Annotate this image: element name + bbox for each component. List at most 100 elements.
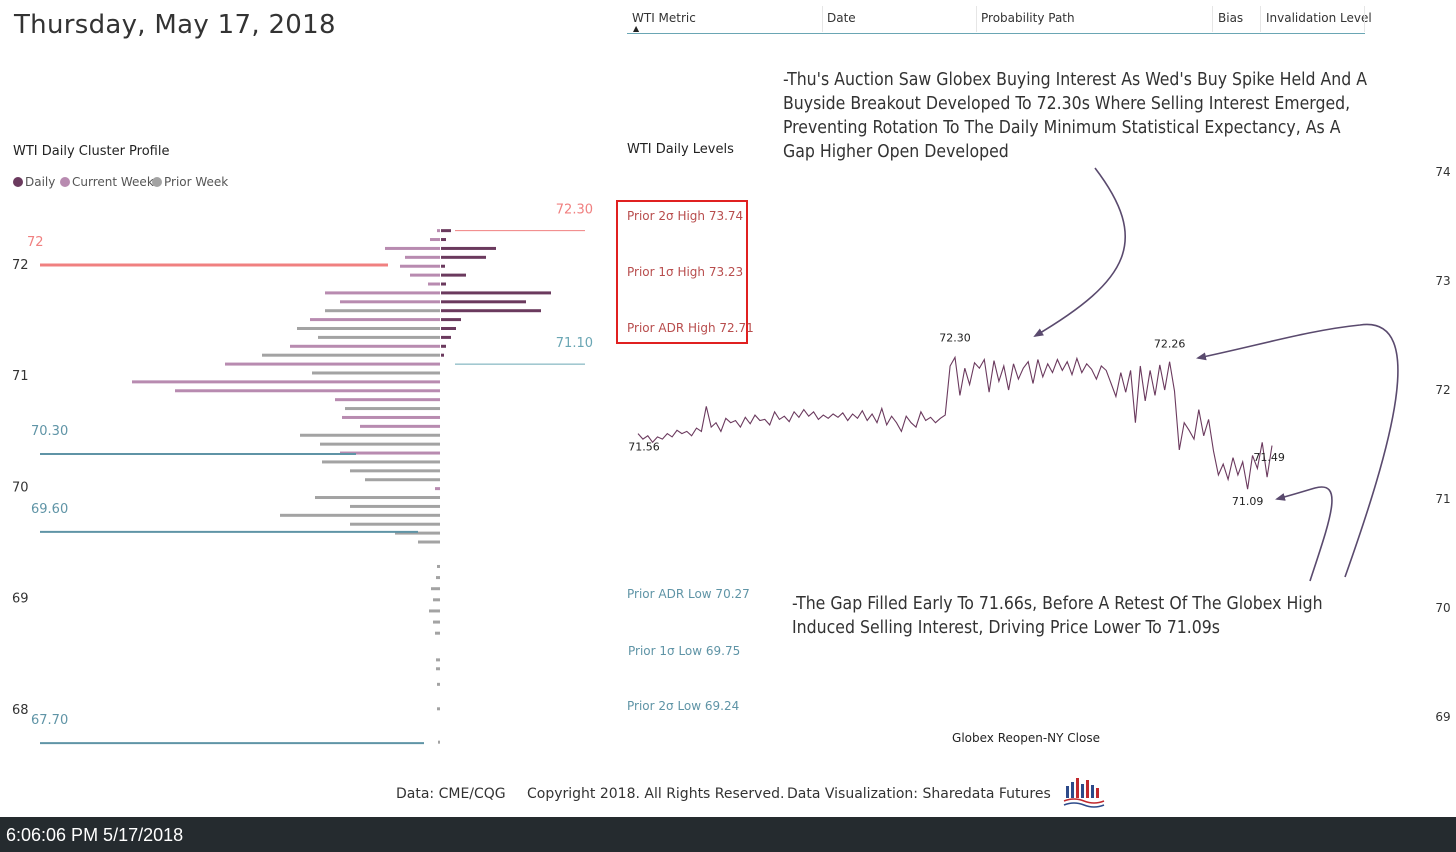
profile-bar-daily	[441, 238, 446, 242]
profile-bar-prior	[315, 496, 440, 500]
point-label: 71.09	[1232, 495, 1264, 508]
column-divider	[976, 6, 977, 32]
profile-bar-daily	[441, 273, 466, 277]
price-series-line	[637, 355, 1273, 490]
profile-bar-daily	[441, 344, 446, 348]
reference-line-label: 72	[27, 235, 44, 250]
profile-bar-daily	[441, 255, 486, 259]
profile-bar-prior	[437, 707, 440, 711]
profile-bar-prior	[350, 469, 440, 473]
column-divider	[822, 6, 823, 32]
legend-label: Daily	[25, 175, 56, 189]
profile-bar-current	[175, 389, 440, 393]
timestamp: 6:06:06 PM 5/17/2018	[6, 825, 184, 845]
line-axis-tick: 70	[1435, 601, 1450, 615]
column-header-probability-path[interactable]: Probability Path	[981, 11, 1075, 25]
point-label: 71.56	[628, 441, 660, 454]
annotation-bottom: -The Gap Filled Early To 71.66s, Before …	[792, 594, 1323, 638]
profile-bar-prior	[325, 309, 440, 313]
column-divider	[1364, 6, 1365, 32]
profile-bar-current	[437, 229, 440, 233]
profile-bar-current	[340, 451, 440, 455]
profile-axis-tick: 70	[12, 480, 29, 495]
sharedata-logo-icon	[1063, 778, 1105, 808]
reference-line-label: 72.30	[556, 203, 593, 218]
profile-bar-prior	[320, 442, 440, 446]
profile-bar-prior	[350, 522, 440, 526]
line-x-axis-label: Globex Reopen-NY Close	[952, 731, 1100, 745]
legend-label: Prior Week	[164, 175, 229, 189]
legend-item-daily: Daily	[13, 175, 55, 189]
profile-bar-prior	[418, 540, 440, 544]
status-bar	[0, 817, 1456, 852]
sort-ascending-icon[interactable]: ▲	[633, 24, 640, 33]
page-title: Thursday, May 17, 2018	[14, 10, 336, 40]
profile-bar-current	[428, 282, 440, 286]
profile-bar-daily	[441, 309, 541, 313]
column-header-date[interactable]: Date	[827, 11, 856, 25]
profile-bar-current	[435, 487, 440, 491]
legend-item-current-week: Current Week	[60, 175, 154, 189]
profile-bar-prior	[395, 531, 440, 535]
profile-bar-daily	[441, 229, 451, 233]
profile-bar-current	[342, 415, 440, 419]
profile-bar-current	[290, 344, 440, 348]
profile-bar-daily	[441, 282, 446, 286]
profile-bar-daily	[441, 335, 451, 339]
legend-dot-icon	[60, 177, 70, 187]
profile-bar-prior	[365, 478, 440, 482]
profile-bar-prior	[437, 682, 440, 686]
legend-label: Current Week	[72, 175, 154, 189]
profile-bar-prior	[435, 631, 440, 635]
line-axis-tick: 69	[1435, 710, 1450, 724]
profile-bar-prior	[312, 371, 440, 375]
profile-axis-tick: 72	[12, 258, 29, 273]
profile-bar-prior	[436, 667, 440, 671]
level-prior-adr-high: Prior ADR High 72.71	[627, 321, 754, 335]
reference-line-label: 69.60	[31, 502, 68, 517]
profile-bar-current	[335, 398, 440, 402]
profile-bar-prior	[436, 576, 440, 580]
profile-bar-daily	[441, 246, 496, 250]
reference-line-label: 71.10	[556, 336, 593, 351]
profile-bar-daily	[441, 264, 445, 268]
column-header-metric[interactable]: WTI Metric	[632, 11, 696, 25]
column-header-invalidation-level[interactable]: Invalidation Level	[1266, 11, 1372, 25]
cluster-profile-chart: 72 71 70 69 68 72.30 72 71.10 70.30 69.60 67.70	[12, 203, 593, 745]
profile-bar-prior	[429, 609, 440, 613]
line-axis-tick: 72	[1435, 383, 1450, 397]
line-axis-tick: 71	[1435, 492, 1450, 506]
point-label: 71.49	[1253, 451, 1285, 464]
level-prior-2sigma-high: Prior 2σ High 73.74	[627, 209, 744, 223]
profile-bar-prior	[297, 326, 440, 330]
profile-bar-current	[400, 264, 440, 268]
profile-bar-daily	[441, 291, 551, 295]
profile-bar-current	[360, 424, 440, 428]
column-divider	[1212, 6, 1213, 32]
profile-bar-prior	[318, 335, 440, 339]
profile-bar-current	[310, 318, 440, 322]
profile-bar-prior	[436, 658, 440, 662]
point-label: 72.30	[939, 331, 971, 344]
profile-bar-prior	[438, 740, 440, 744]
credit-visualization: Data Visualization: Sharedata Futures	[787, 786, 1051, 802]
column-header-bias[interactable]: Bias	[1218, 11, 1244, 25]
profile-bar-current	[225, 362, 440, 366]
level-prior-1sigma-high: Prior 1σ High 73.23	[627, 265, 744, 279]
header-underline	[627, 33, 1365, 34]
profile-bar-prior	[437, 564, 440, 568]
point-label: 72.26	[1154, 338, 1186, 351]
profile-bar-prior	[322, 460, 440, 464]
legend-dot-icon	[13, 177, 23, 187]
arrow-to-high-72-26	[1196, 323, 1399, 578]
profile-bar-current	[325, 291, 440, 295]
daily-levels-title: WTI Daily Levels	[627, 142, 734, 157]
highs-highlight-box	[616, 200, 748, 344]
profile-bar-current	[340, 300, 440, 304]
profile-axis-tick: 71	[12, 369, 29, 384]
profile-bar-prior	[433, 598, 440, 602]
profile-bar-prior	[280, 513, 440, 517]
cluster-profile-title: WTI Daily Cluster Profile	[13, 144, 170, 159]
level-prior-2sigma-low: Prior 2σ Low 69.24	[627, 699, 740, 713]
profile-bar-prior	[433, 620, 440, 624]
